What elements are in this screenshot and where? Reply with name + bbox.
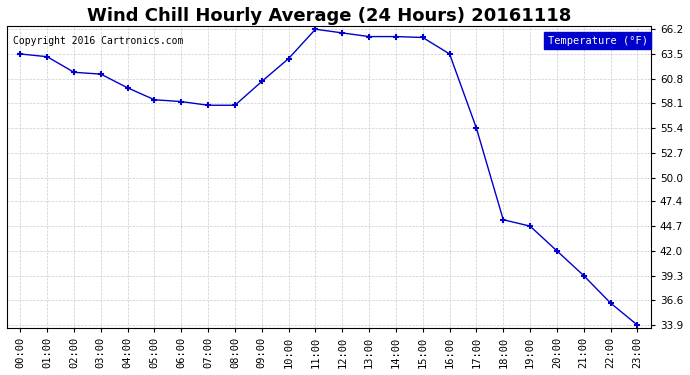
Title: Wind Chill Hourly Average (24 Hours) 20161118: Wind Chill Hourly Average (24 Hours) 201…	[87, 7, 571, 25]
Text: Copyright 2016 Cartronics.com: Copyright 2016 Cartronics.com	[13, 36, 184, 45]
Text: Temperature (°F): Temperature (°F)	[548, 36, 647, 45]
